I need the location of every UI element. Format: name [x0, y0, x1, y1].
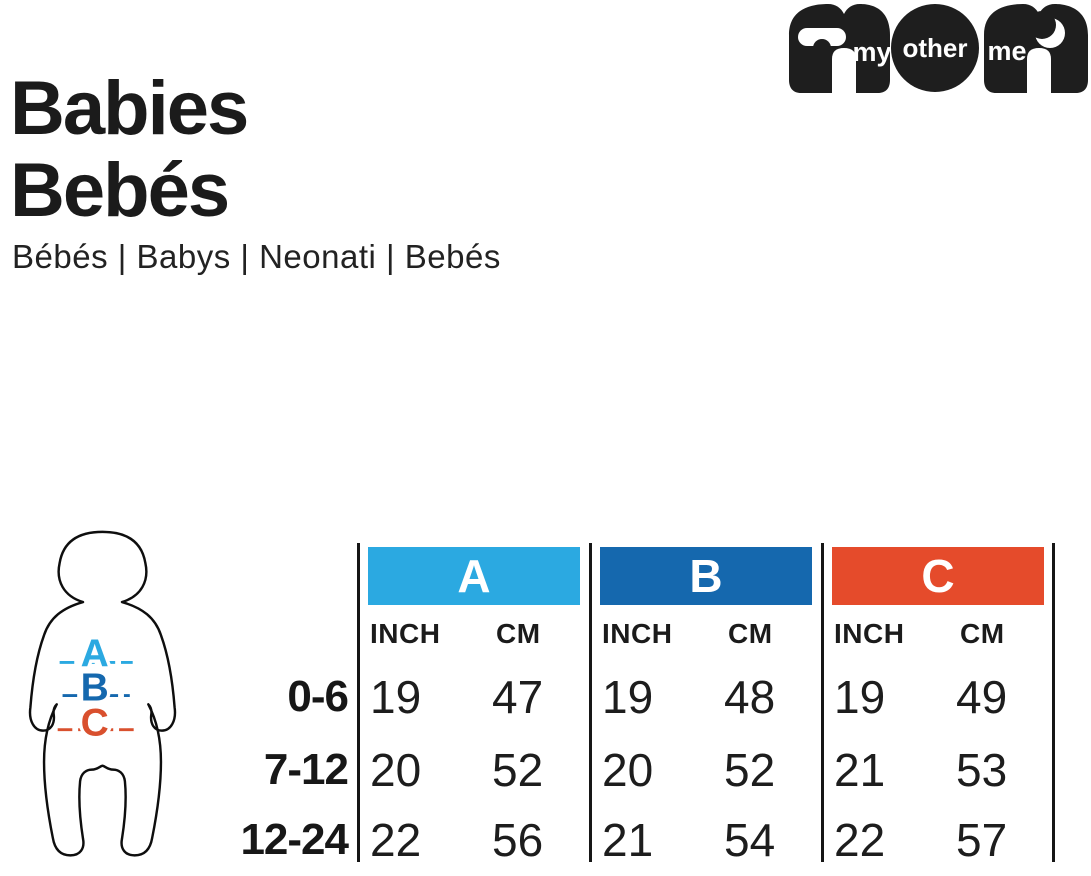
row-label-7-12: 7-12 — [263, 745, 349, 794]
page-title: Babies Bebés — [10, 66, 249, 233]
unit-label-inch: INCH — [370, 618, 441, 649]
logo-m-left-notch — [832, 48, 856, 94]
table-cell: 20 — [370, 744, 422, 796]
sleepy-eyes-icon — [798, 28, 846, 46]
column-header-a: A — [368, 547, 580, 605]
table-rule — [357, 543, 360, 862]
table-cell: 48 — [724, 671, 776, 723]
mom-logo: my other me — [786, 2, 1090, 94]
size-column-b: B INCH CM 19 48 20 52 21 54 — [590, 545, 822, 866]
measure-letter-b: B — [81, 666, 109, 709]
logo-word-me: me — [987, 36, 1026, 66]
moon-shadow — [1028, 11, 1056, 39]
title-english: Babies — [10, 66, 249, 151]
unit-label-cm: CM — [728, 618, 773, 649]
table-cell: 22 — [370, 814, 422, 866]
table-rule — [821, 543, 824, 862]
measure-letter-a: A — [81, 632, 109, 675]
table-cell: 54 — [724, 814, 776, 866]
table-cell: 56 — [492, 814, 544, 866]
size-column-a: A INCH CM 19 47 20 52 22 56 — [358, 545, 590, 866]
row-label-12-24: 12-24 — [240, 815, 349, 864]
logo-m-right-notch — [1027, 48, 1051, 94]
table-cell: 19 — [834, 671, 886, 723]
table-cell: 52 — [724, 744, 776, 796]
baby-outline-icon: A B C — [28, 530, 177, 857]
table-cell: 57 — [956, 814, 1008, 866]
sleepy-eyes-lid — [813, 39, 831, 57]
table-rule — [1052, 543, 1055, 862]
measure-letter-c: C — [81, 702, 109, 745]
unit-label-cm: CM — [960, 618, 1005, 649]
logo-word-other: other — [903, 33, 968, 63]
table-cell: 21 — [602, 814, 654, 866]
table-cell: 20 — [602, 744, 654, 796]
logo-circle-icon — [891, 4, 979, 92]
unit-label-inch: INCH — [834, 618, 905, 649]
table-cell: 19 — [370, 671, 422, 723]
table-cell: 47 — [492, 671, 544, 723]
row-label-0-6: 0-6 — [287, 672, 349, 721]
logo-word-my: my — [852, 37, 891, 67]
mom-logo-graphic: my other me — [789, 4, 1088, 94]
table-rule — [589, 543, 592, 862]
table-cell: 22 — [834, 814, 886, 866]
column-header-b: B — [600, 547, 812, 605]
title-translations: Bébés | Babys | Neonati | Bebés — [12, 238, 501, 275]
table-cell: 52 — [492, 744, 544, 796]
table-cell: 49 — [956, 671, 1008, 723]
table-cell: 19 — [602, 671, 654, 723]
unit-label-cm: CM — [496, 618, 541, 649]
size-column-c: C INCH CM 19 49 21 53 22 57 — [822, 545, 1054, 866]
table-cell: 21 — [834, 744, 886, 796]
baby-silhouette — [28, 530, 177, 857]
table-cell: 53 — [956, 744, 1008, 796]
column-header-c: C — [832, 547, 1044, 605]
unit-label-inch: INCH — [602, 618, 673, 649]
baby-measure-diagram: A B C — [5, 528, 200, 869]
title-spanish: Bebés — [10, 148, 230, 233]
